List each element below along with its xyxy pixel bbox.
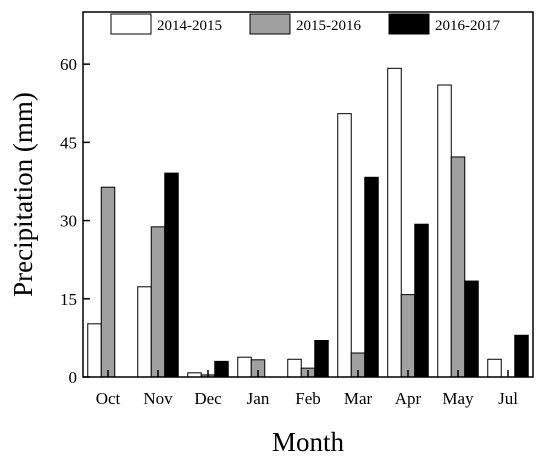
bar-2014-2015-Jul (487, 358, 502, 378)
legend-label-2014-2015: 2014-2015 (157, 18, 222, 34)
y-axis-title: Precipitation (mm) (8, 92, 38, 297)
bar-2015-2016-Nov (150, 226, 166, 378)
bars-layer (87, 67, 529, 378)
x-tick-label: Jul (498, 389, 518, 408)
bar-2015-2016-Apr (400, 294, 416, 378)
y-tick-label: 30 (60, 212, 77, 231)
legend-label-2016-2017: 2016-2017 (435, 18, 500, 34)
bar-2015-2016-Oct (100, 186, 116, 378)
bar-2016-2017-May (464, 280, 479, 378)
y-tick-label: 0 (69, 368, 78, 387)
x-tick-label: May (442, 389, 474, 408)
legend-label-2015-2016: 2015-2016 (296, 18, 361, 34)
bar-2014-2015-Feb (287, 358, 302, 378)
bar-2014-2015-Nov (137, 286, 152, 378)
bar-2016-2017-Apr (414, 223, 429, 378)
bar-2014-2015-May (437, 84, 452, 378)
y-tick-label: 45 (60, 133, 77, 152)
y-tick-label: 60 (60, 55, 77, 74)
ticks-layer: 0 15 30 45 60 Oct Nov Dec Jan Feb Mar Apr May Jul (60, 55, 518, 408)
bar-2014-2015-Apr (387, 67, 402, 378)
legend: 2014-2015 2015-2016 2016-2017 (110, 13, 500, 35)
bar-2016-2017-Feb (314, 340, 329, 378)
x-tick-label: Mar (344, 389, 373, 408)
x-tick-label: Feb (295, 389, 321, 408)
x-tick-label: Dec (194, 389, 222, 408)
bar-2016-2017-Jul (514, 334, 529, 378)
y-tick-label: 15 (60, 290, 77, 309)
x-axis-title: Month (272, 427, 345, 457)
bar-2016-2017-Dec (214, 360, 229, 378)
x-tick-label: Oct (96, 389, 121, 408)
x-tick-label: Nov (143, 389, 173, 408)
x-tick-label: Jan (247, 389, 270, 408)
legend-swatch-2015-2016 (249, 13, 291, 35)
legend-swatch-2014-2015 (110, 13, 152, 35)
legend-swatch-2016-2017 (388, 13, 430, 35)
bar-2014-2015-Mar (337, 113, 352, 378)
bar-2015-2016-May (450, 156, 466, 378)
bar-2014-2015-Jan (237, 356, 252, 378)
bar-2016-2017-Mar (364, 176, 379, 378)
bar-2016-2017-Nov (164, 172, 179, 378)
bar-2014-2015-Oct (87, 323, 102, 378)
x-tick-label: Apr (395, 389, 422, 408)
